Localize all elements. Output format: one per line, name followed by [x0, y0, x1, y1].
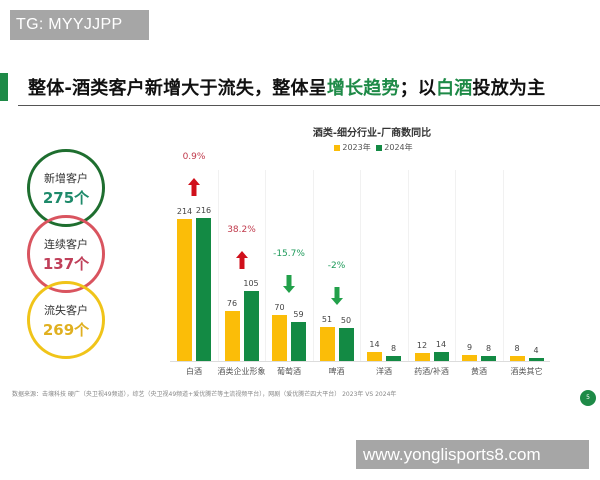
title-divider [18, 105, 303, 106]
group-separator [502, 170, 504, 361]
bar-2024 [481, 355, 496, 361]
bar-2023 [414, 353, 430, 361]
bar-2024 [291, 321, 306, 361]
category-label: 酒类其它 [510, 367, 543, 376]
group-separator [312, 170, 314, 361]
bar-2024 [338, 327, 354, 361]
yoy-change-label: 38.2% [227, 225, 256, 236]
chart-title: 酒类-细分行业-厂商数同比 [312, 128, 432, 139]
bar-2023 [177, 218, 192, 361]
legend-label-2024: 2024年 [384, 143, 413, 152]
bar-value-label: 14 [435, 339, 447, 349]
yoy-change-label: -15.7% [273, 248, 305, 259]
arrow-up-icon [188, 177, 200, 196]
bar-2024 [196, 217, 211, 361]
arrow-down-icon [330, 287, 343, 306]
category-label: 葡萄酒 [277, 367, 301, 376]
bar-value-label: 4 [533, 346, 539, 356]
title-highlight-1: 增长趋势 [326, 78, 400, 99]
bar-value-label: 105 [243, 279, 259, 289]
summary-label: 流失客户 [44, 304, 88, 317]
bar-value-label: 50 [340, 315, 352, 325]
chart-legend: 2023年 2024年 [152, 142, 592, 153]
category-label: 啤酒 [328, 367, 345, 376]
legend-swatch-2023 [334, 144, 341, 151]
arrow-up-icon [235, 251, 248, 270]
page-title: 整体-酒类客户新增大于流失，整体呈增长趋势；以白酒投放为主 [28, 74, 545, 100]
yoy-change-label: 0.9% [182, 151, 206, 162]
bar-2024 [433, 351, 449, 361]
category-label: 白酒 [186, 367, 202, 376]
bar-2023 [224, 310, 240, 361]
group-separator [407, 170, 409, 361]
data-source-note: 数据来源：击壤科技 硬广（央卫视49频道），综艺（央卫视49频道+爱优腾芒等主流… [12, 391, 397, 398]
bar-value-label: 9 [466, 343, 473, 353]
title-text-3: 投放为主 [472, 78, 546, 99]
bar-value-label: 70 [274, 302, 285, 312]
bar-value-label: 51 [321, 315, 333, 325]
bar-value-label: 12 [416, 341, 428, 351]
category-label: 洋酒 [376, 367, 392, 376]
bar-2024 [528, 358, 544, 361]
legend-label-2023: 2023年 [342, 143, 371, 152]
bar-2024 [386, 355, 401, 361]
bar-value-label: 76 [226, 298, 238, 308]
title-accent-bar [0, 73, 8, 101]
chart-baseline [170, 361, 550, 362]
bar-2023 [509, 355, 525, 361]
page-number-badge: 5 [580, 390, 596, 406]
bar-value-label: 214 [176, 206, 193, 216]
summary-label: 新增客户 [44, 172, 88, 185]
group-separator [265, 170, 266, 361]
bar-value-label: 8 [485, 343, 492, 353]
summary-value: 137个 [42, 255, 90, 273]
category-label: 药酒/补酒 [414, 367, 449, 376]
yoy-change-label: -2% [327, 261, 346, 272]
bar-value-label: 59 [293, 309, 304, 319]
title-divider [300, 105, 600, 106]
category-label: 酒类企业形象 [217, 367, 266, 376]
group-separator [217, 170, 219, 361]
title-text-1: 整体-酒类客户新增大于流失，整体呈 [28, 78, 327, 99]
bar-2023 [272, 314, 287, 361]
bar-2023 [367, 351, 382, 361]
bar-2024 [243, 291, 259, 361]
title-highlight-2: 白酒 [436, 78, 473, 99]
watermark-bottom: www.yonglisports8.com [356, 440, 589, 469]
summary-circle-lost: 流失客户 269个 [27, 281, 105, 359]
watermark-top: TG: MYYJJPP [10, 10, 149, 40]
bar-2023 [319, 327, 335, 361]
bar-value-label: 216 [195, 205, 212, 215]
group-separator [360, 170, 361, 361]
arrow-down-icon [283, 274, 295, 293]
summary-value: 269个 [42, 321, 90, 339]
bar-2023 [462, 355, 477, 361]
legend-swatch-2024 [376, 144, 383, 151]
summary-value: 275个 [42, 189, 90, 207]
title-text-2: ；以 [399, 78, 437, 99]
bar-value-label: 14 [369, 339, 380, 349]
summary-label: 连续客户 [44, 238, 88, 251]
bar-value-label: 8 [390, 343, 397, 353]
category-label: 黄酒 [471, 367, 487, 376]
bar-value-label: 8 [514, 343, 520, 353]
group-separator [455, 170, 456, 361]
